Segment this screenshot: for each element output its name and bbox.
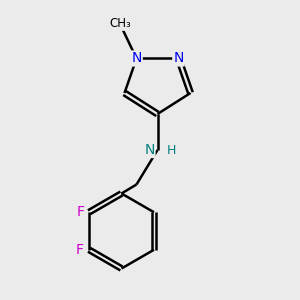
Text: N: N <box>173 52 184 65</box>
Text: H: H <box>167 143 176 157</box>
Text: CH₃: CH₃ <box>109 17 131 30</box>
Text: N: N <box>144 143 154 157</box>
Text: N: N <box>131 52 142 65</box>
Text: F: F <box>75 243 83 257</box>
Text: F: F <box>76 205 85 219</box>
